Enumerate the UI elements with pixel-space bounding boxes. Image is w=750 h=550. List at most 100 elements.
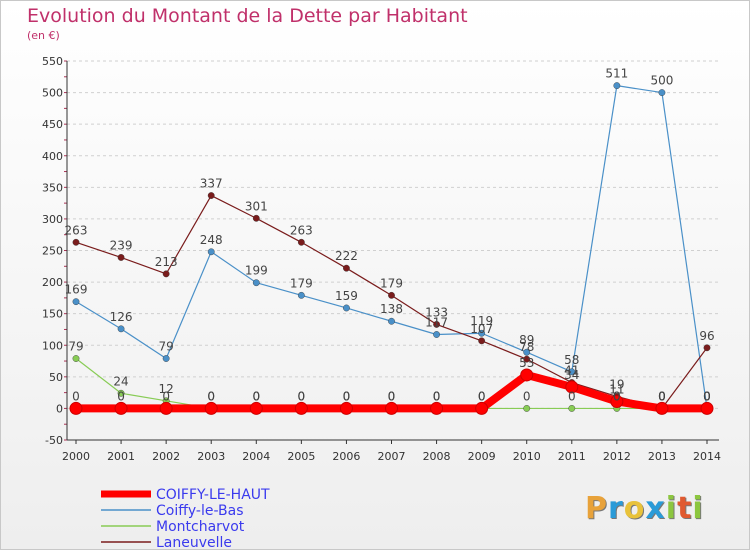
x-tick-label: 2011 — [558, 450, 586, 463]
data-label: 0 — [252, 389, 260, 403]
data-point — [568, 368, 576, 376]
x-tick-label: 2004 — [242, 450, 270, 463]
y-tick-label: 550 — [42, 55, 63, 68]
y-tick-label: 50 — [49, 371, 63, 384]
data-label: 179 — [380, 276, 403, 290]
data-point — [72, 355, 80, 362]
data-label: 263 — [65, 223, 88, 237]
data-point — [520, 368, 534, 382]
x-tick-label: 2010 — [513, 450, 541, 463]
data-point — [703, 344, 711, 352]
data-point — [162, 355, 170, 362]
data-label: 248 — [200, 233, 223, 247]
data-label: 0 — [343, 389, 351, 403]
data-label: 53 — [519, 356, 534, 370]
data-point — [69, 401, 83, 415]
data-point — [430, 401, 444, 415]
data-label: 0 — [613, 389, 621, 403]
data-label: 0 — [72, 389, 80, 403]
data-label: 0 — [658, 389, 666, 403]
data-label: 0 — [298, 389, 306, 403]
x-tick-label: 2008 — [423, 450, 451, 463]
data-point — [610, 394, 624, 408]
series-line-coiffy-le-bas — [75, 85, 708, 410]
data-label: 126 — [110, 310, 133, 324]
data-label: 0 — [613, 389, 621, 403]
data-label: 0 — [658, 389, 666, 403]
y-tick-label: 350 — [42, 181, 63, 194]
data-label: 0 — [703, 389, 711, 403]
data-point — [388, 291, 395, 299]
data-point — [117, 389, 125, 397]
data-label: 0 — [433, 389, 441, 403]
data-label: 159 — [335, 289, 358, 303]
data-point — [523, 405, 531, 412]
data-point — [478, 337, 486, 345]
data-label: 199 — [245, 264, 268, 278]
data-label: 0 — [568, 389, 576, 403]
axis-layer: -50 0 50 100 150 200 250 300 350 400 450 500 550 2000… — [42, 55, 721, 463]
data-label: 0 — [703, 389, 711, 403]
data-label: 19 — [609, 377, 624, 391]
data-point — [388, 317, 395, 325]
data-label: 89 — [519, 333, 534, 347]
y-tick-label: 0 — [56, 402, 63, 415]
data-point — [565, 380, 579, 394]
data-point — [478, 329, 486, 337]
data-point — [433, 321, 440, 328]
x-tick-label: 2003 — [197, 450, 225, 463]
legend-label: Laneuvelle — [156, 535, 232, 549]
data-point — [252, 279, 260, 287]
data-label: 78 — [519, 340, 534, 354]
legend-label: Coiffy-le-Bas — [156, 503, 244, 519]
data-point — [294, 401, 308, 415]
y-tick-label: 200 — [42, 276, 63, 289]
data-label-layer: 0 0 0 0 0 0 0 0 0 0 0 0 169 126 79 248 199 179 159 138 117 11… — [65, 67, 715, 404]
x-tick-label: 2002 — [152, 450, 180, 463]
data-point — [523, 355, 531, 363]
data-point — [72, 238, 80, 246]
data-point — [343, 264, 350, 272]
data-point — [204, 401, 218, 415]
logo-letter: r — [608, 491, 624, 526]
legend: COIFFY-LE-HAUTCoiffy-le-BasMontcharvotLa… — [101, 487, 270, 549]
y-tick-label: 500 — [42, 87, 63, 100]
y-tick-label: 150 — [42, 308, 63, 321]
data-label: 0 — [658, 389, 666, 403]
data-label: 0 — [343, 389, 351, 403]
data-label: 119 — [470, 314, 493, 328]
data-label: 0 — [433, 389, 441, 403]
x-tick-label: 2005 — [287, 450, 315, 463]
data-point — [385, 401, 398, 415]
x-tick-label: 2013 — [648, 450, 676, 463]
data-label: 0 — [252, 389, 260, 403]
data-label: 0 — [207, 389, 215, 403]
data-point — [613, 82, 621, 90]
data-label: 213 — [155, 255, 178, 269]
logo-letter: x — [645, 491, 666, 526]
data-label: 11 — [609, 382, 624, 396]
data-label: 0 — [298, 389, 306, 403]
y-tick-label: 100 — [42, 339, 63, 352]
data-point — [114, 401, 128, 415]
y-tick-label: 400 — [42, 150, 63, 163]
data-point — [523, 348, 531, 356]
data-label: 500 — [650, 74, 673, 88]
y-tick-label: 450 — [42, 118, 63, 131]
data-point — [658, 89, 666, 96]
proxiti-logo: Proxiti — [585, 491, 704, 526]
logo-letter: P — [585, 491, 608, 526]
data-label: 0 — [388, 389, 396, 403]
data-label: 301 — [245, 199, 268, 213]
x-tick-label: 2014 — [693, 450, 721, 463]
x-tick-label: 2006 — [332, 450, 360, 463]
x-tick-label: 2007 — [378, 450, 406, 463]
y-tick-label: -50 — [45, 434, 63, 447]
data-label: 0 — [523, 389, 531, 403]
data-label: 0 — [478, 389, 486, 403]
data-point — [117, 254, 125, 261]
data-point — [297, 291, 305, 299]
y-tick-label: 300 — [42, 213, 63, 226]
data-point — [159, 401, 173, 415]
data-label: 79 — [68, 340, 83, 354]
